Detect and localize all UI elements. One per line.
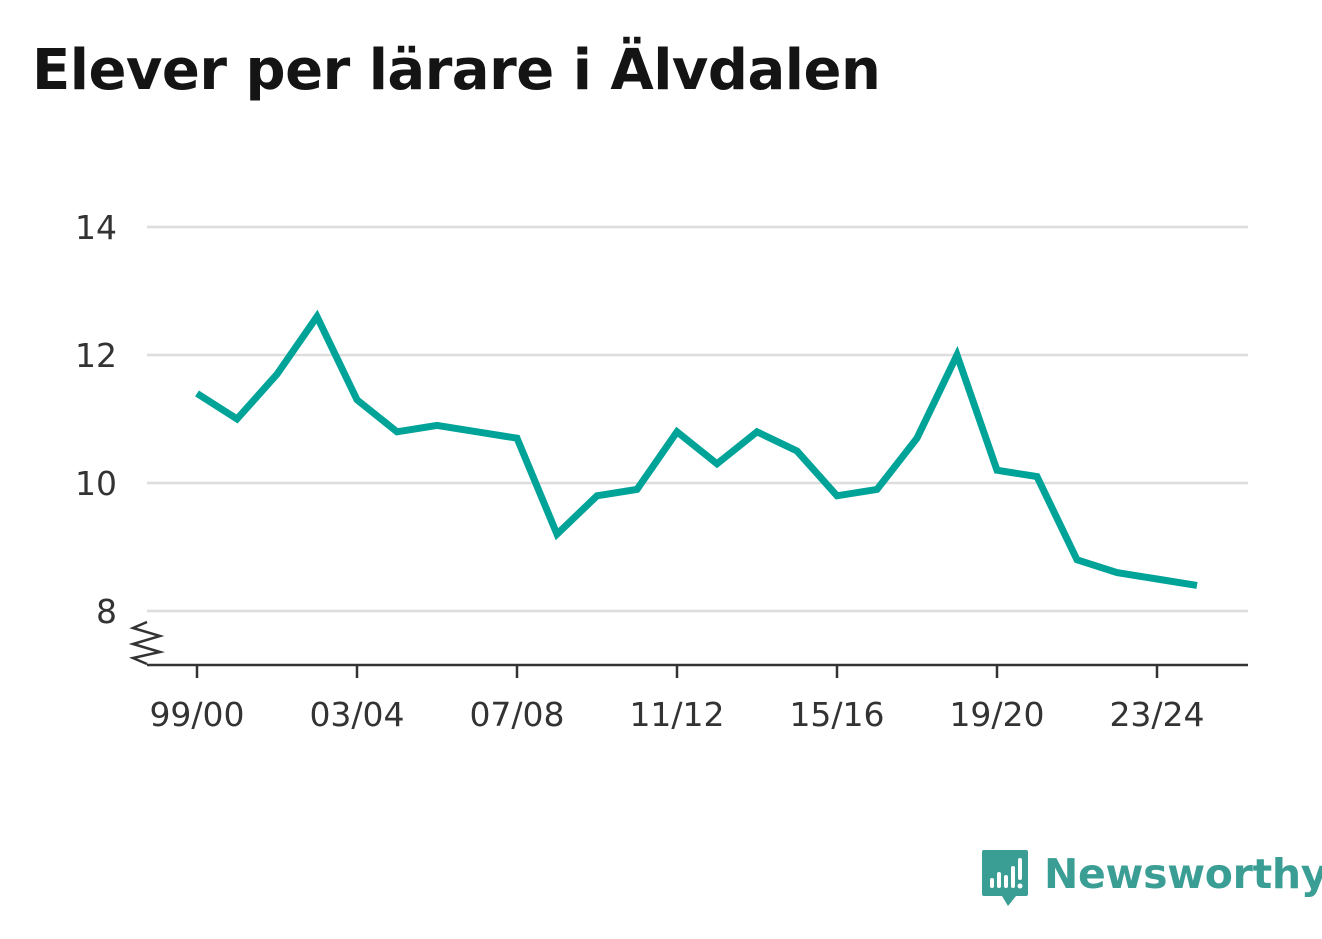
- series-line-0: [195, 309, 1198, 589]
- newsworthy-logo-icon: [982, 850, 1028, 906]
- data-point-02-03: [314, 314, 320, 320]
- y-axis-break-mark: [128, 620, 165, 666]
- series-group: [194, 309, 1200, 589]
- data-point-01-02: [274, 371, 280, 377]
- data-point-15-16: [834, 493, 840, 499]
- x-tick-label-11-12: 11/12: [629, 695, 724, 734]
- newsworthy-brand: Newsworthy: [980, 848, 1322, 910]
- brand-name: Newsworthy: [1044, 850, 1322, 898]
- y-tick-label-10: 10: [75, 464, 117, 503]
- data-point-20-21: [1034, 474, 1040, 480]
- data-point-09-10: [594, 493, 600, 499]
- data-point-03-04: [354, 397, 360, 403]
- data-point-22-23: [1114, 570, 1120, 576]
- y-tick-label-8: 8: [96, 592, 117, 631]
- data-point-10-11: [634, 486, 640, 492]
- data-point-04-05: [394, 429, 400, 435]
- data-point-14-15: [794, 448, 800, 454]
- x-tick-label-03-04: 03/04: [309, 695, 404, 734]
- data-point-12-13: [714, 461, 720, 467]
- data-point-11-12: [674, 429, 680, 435]
- x-tick-label-19-20: 19/20: [949, 695, 1044, 734]
- x-axis: 99/00 03/04 07/08 11/12 15/16 19/20 23/24: [147, 663, 1248, 734]
- data-point-00-01: [234, 416, 240, 422]
- data-point-21-22: [1074, 557, 1080, 563]
- data-point-16-17: [874, 486, 880, 492]
- data-point-17-18: [914, 435, 920, 441]
- x-tick-label-23-24: 23/24: [1109, 695, 1204, 734]
- y-axis-labels: 8 10 12 14: [75, 208, 165, 666]
- data-point-13-14: [754, 429, 760, 435]
- y-tick-label-14: 14: [75, 208, 117, 247]
- data-point-08-09: [554, 531, 560, 537]
- x-tick-label-07-08: 07/08: [469, 695, 564, 734]
- data-point-07-08: [514, 435, 520, 441]
- chart-title: Elever per lärare i Älvdalen: [32, 38, 881, 103]
- line-chart: 8 10 12 14 99/00 03/04 07/08 11/12 15/16 19/20 23…: [75, 208, 1248, 734]
- data-point-23-24: [1154, 576, 1160, 582]
- data-point-24-25: [1194, 582, 1200, 588]
- x-tick-label-15-16: 15/16: [789, 695, 884, 734]
- data-point-18-19: [954, 352, 960, 358]
- data-point-19-20: [994, 467, 1000, 473]
- y-tick-label-12: 12: [75, 336, 117, 375]
- x-tick-label-99-00: 99/00: [149, 695, 244, 734]
- data-point-05-06: [434, 422, 440, 428]
- data-point-06-07: [474, 429, 480, 435]
- grid-lines: [147, 225, 1248, 613]
- data-point-99-00: [194, 390, 200, 396]
